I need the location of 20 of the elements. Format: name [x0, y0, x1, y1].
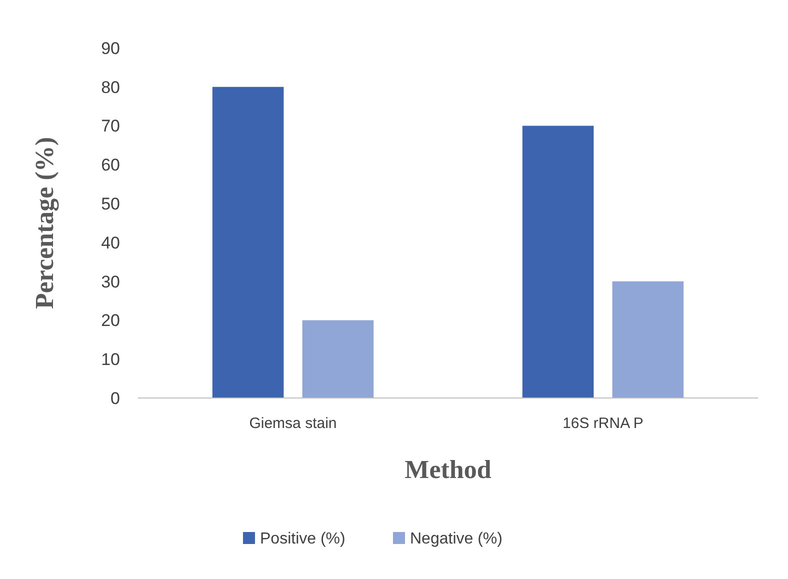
y-tick-label: 10 — [101, 350, 120, 370]
y-tick-label: 0 — [110, 388, 120, 408]
bar — [302, 320, 374, 398]
y-tick-label: 90 — [101, 38, 120, 58]
y-axis-title: Percentage (%) — [30, 136, 59, 310]
legend-label: Positive (%) — [260, 530, 346, 548]
x-tick-label: Giemsa stain — [249, 415, 337, 432]
bar — [612, 281, 684, 398]
bar — [522, 126, 594, 398]
legend-label: Negative (%) — [410, 530, 502, 548]
y-tick-label: 70 — [101, 116, 120, 136]
y-tick-label: 60 — [101, 156, 120, 175]
bar — [212, 86, 284, 398]
y-tick-label: 40 — [101, 233, 120, 252]
x-axis-title: Method — [404, 455, 492, 484]
y-tick-label: 20 — [101, 311, 120, 330]
y-tick-label: 30 — [101, 272, 120, 292]
y-tick-label: 80 — [101, 78, 120, 97]
x-tick-label: 16S rRNA P — [562, 415, 644, 432]
y-tick-label: 50 — [101, 194, 120, 214]
